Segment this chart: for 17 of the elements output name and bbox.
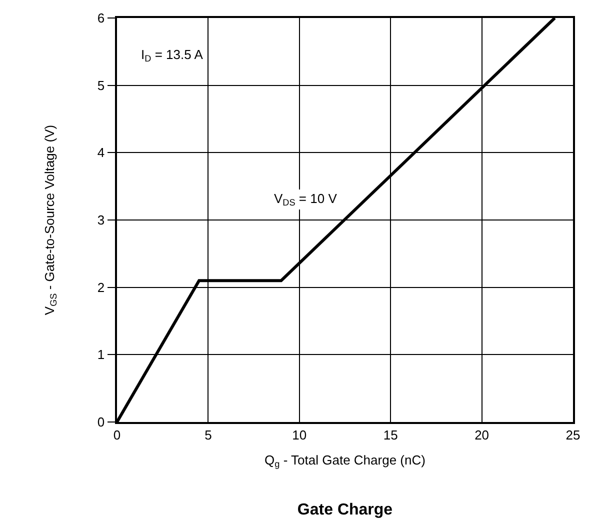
x-tick-label: 5 bbox=[204, 427, 212, 442]
annotation: I$_{D}$ = 13.5 A bbox=[141, 47, 204, 64]
y-tick-label: 5 bbox=[97, 78, 105, 93]
annotation: V$_{DS}$ = 10 V bbox=[274, 191, 338, 208]
y-tick-label: 4 bbox=[97, 145, 105, 160]
x-tick-label: 15 bbox=[383, 427, 398, 442]
x-tick-label: 20 bbox=[474, 427, 490, 442]
text: Gate Charge bbox=[297, 502, 393, 519]
x-axis-title: Q$_{g}$ - Total Gate Charge (nC) bbox=[264, 452, 426, 470]
x-tick-label: 0 bbox=[113, 427, 121, 442]
y-tick-label: 3 bbox=[97, 212, 105, 228]
y-tick-label: 2 bbox=[97, 280, 105, 295]
x-tick-label: 25 bbox=[566, 427, 580, 442]
y-tick-label: 6 bbox=[97, 10, 105, 26]
y-tick-label: 0 bbox=[97, 414, 105, 430]
x-tick-label: 10 bbox=[292, 427, 307, 442]
y-tick-label: 1 bbox=[97, 347, 105, 362]
